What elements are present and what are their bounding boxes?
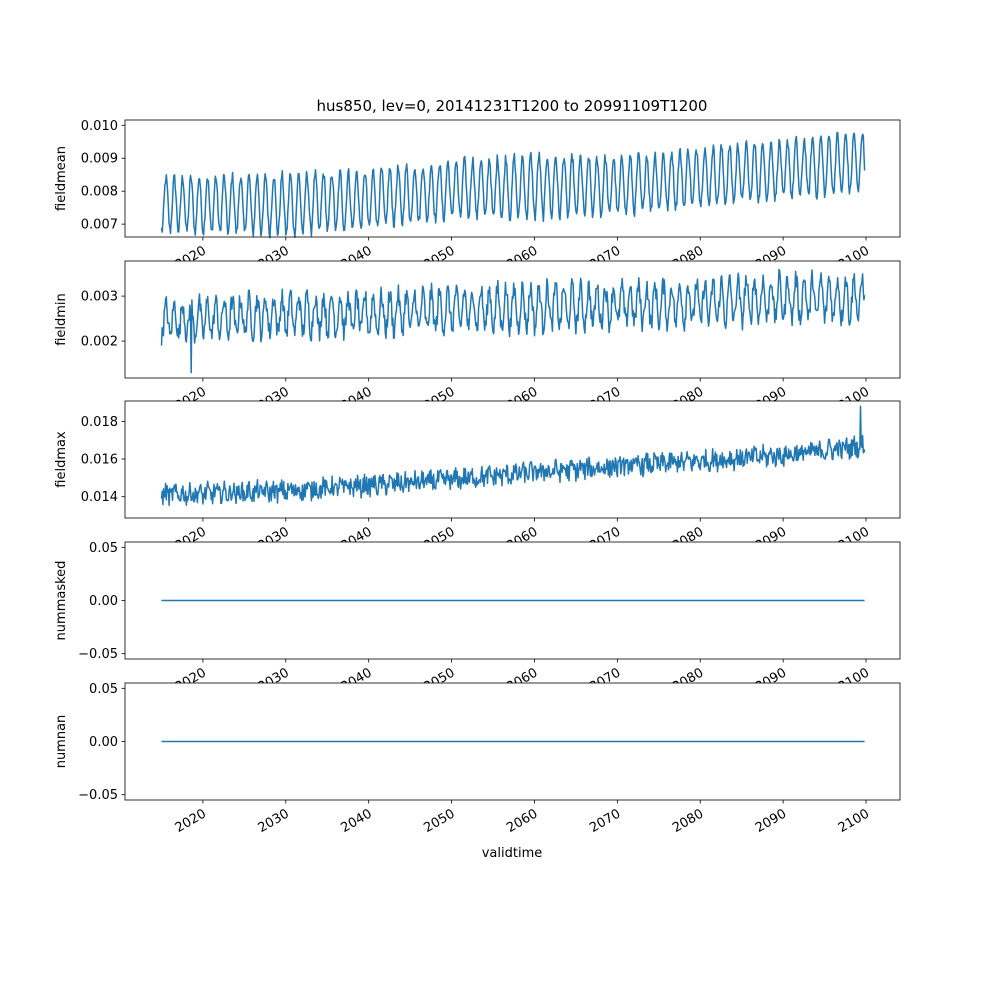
y-tick-label: 0.05 [89,682,118,697]
axes-frame [124,260,901,379]
axes-frame [124,119,901,238]
y-tick-label: 0.016 [81,453,118,468]
x-tick-label: 2080 [670,806,706,836]
panel-numnan: −0.05 0.00 0.05 numnan 2020 2030 2040 2050 2060 2… [54,682,901,836]
x-tick-label: 2090 [753,806,789,836]
fieldmin-series-line [160,268,866,374]
y-axis-label: nummasked [54,561,69,641]
y-tick-label: 0.018 [81,415,118,430]
x-tick-label: 2100 [836,806,872,836]
fieldmax-series-line [160,405,866,507]
x-tick-label: 2020 [173,806,209,836]
x-axis-label: validtime [482,846,543,861]
fieldmean-series-line [160,131,866,239]
y-tick-label: 0.009 [81,152,118,167]
y-tick-label: 0.007 [81,218,118,233]
y-axis-label: fieldmax [54,431,69,488]
y-tick-label: 0.008 [81,185,118,200]
x-tick-label: 2050 [421,806,457,836]
x-tick-label: 2040 [339,806,375,836]
y-axis-label: fieldmin [54,293,69,346]
chart-title: hus850, lev=0, 20141231T1200 to 20991109… [317,97,708,115]
y-tick-label: 0.002 [81,335,118,350]
y-tick-label: −0.05 [78,647,118,662]
y-tick-label: 0.014 [81,490,118,505]
y-tick-label: 0.05 [89,541,118,556]
y-tick-label: 0.003 [81,290,118,305]
y-tick-label: 0.00 [89,594,118,609]
x-tick-label: 2060 [504,806,540,836]
y-tick-label: 0.010 [81,119,118,134]
x-tick-label: 2030 [256,806,292,836]
y-axis-label: numnan [54,715,69,769]
y-axis-label: fieldmean [54,146,69,211]
x-tick-label: 2070 [587,806,623,836]
y-tick-label: 0.00 [89,735,118,750]
y-tick-label: −0.05 [78,788,118,803]
axes-frame [124,400,901,519]
